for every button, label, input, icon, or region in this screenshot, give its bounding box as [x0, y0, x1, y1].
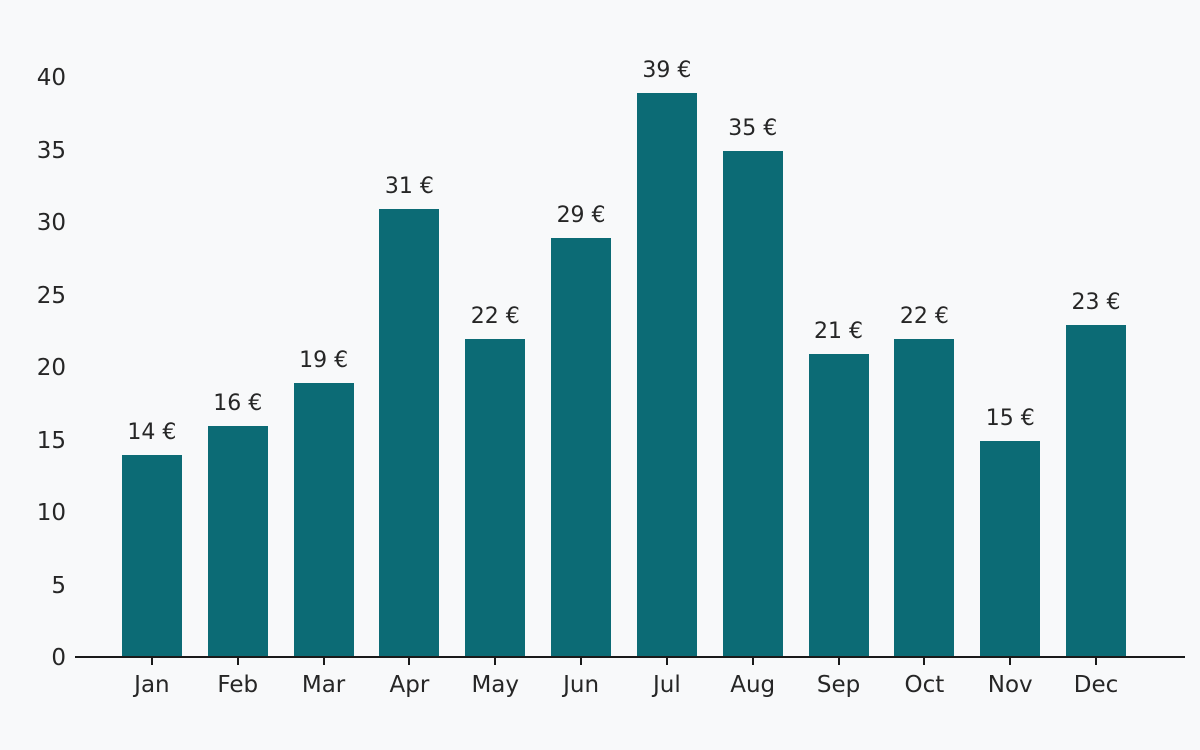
y-tick-label: 25: [36, 282, 66, 309]
x-tick-label: Jul: [653, 672, 681, 698]
x-tick-label: Mar: [301, 672, 346, 698]
bar: [980, 440, 1041, 658]
x-tick-mark: [665, 658, 668, 665]
x-tick-mark: [322, 658, 325, 665]
x-tick-mark: [837, 658, 840, 665]
x-tick-label: Nov: [987, 672, 1033, 698]
x-tick-label: Feb: [217, 672, 259, 698]
x-tick-group: Dec: [1053, 658, 1139, 699]
x-tick-label: Aug: [730, 672, 776, 698]
y-tick-label: 5: [51, 572, 66, 599]
y-tick-label: 30: [36, 210, 66, 236]
bar: [808, 353, 869, 658]
y-tick-label: 0: [51, 645, 66, 671]
bar: [722, 150, 783, 658]
bar-group: 31 €: [366, 173, 452, 658]
bar: [121, 455, 182, 658]
x-tick-label: Apr: [389, 672, 430, 698]
bar: [1066, 324, 1127, 658]
x-tick-group: Mar: [281, 658, 367, 699]
bar-value-label: 22 €: [899, 304, 949, 329]
x-tick-group: Nov: [967, 658, 1053, 699]
x-tick-group: Jan: [109, 658, 195, 699]
x-tick-group: May: [452, 658, 538, 699]
bar: [379, 208, 440, 658]
bar-group: 15 €: [967, 405, 1053, 658]
bar: [465, 339, 526, 658]
bar-value-label: 35 €: [728, 115, 778, 141]
x-tick-group: Jul: [624, 658, 710, 699]
x-tick-mark: [150, 658, 153, 665]
bar-group: 22 €: [452, 304, 538, 658]
bar-value-label: 14 €: [127, 420, 177, 445]
x-tick-group: Jun: [538, 658, 624, 699]
bar-group: 21 €: [796, 318, 882, 658]
bar-value-label: 31 €: [384, 173, 434, 199]
bar-group: 16 €: [195, 391, 281, 658]
bar-group: 19 €: [281, 347, 367, 658]
x-tick-label: May: [471, 672, 519, 698]
x-tick-group: Oct: [881, 658, 967, 699]
y-tick-label: 20: [36, 355, 66, 381]
bar-value-label: 29 €: [556, 202, 606, 228]
x-tick-mark: [408, 658, 411, 665]
x-tick-mark: [236, 658, 239, 665]
x-tick-group: Apr: [366, 658, 452, 699]
plot-area: 14 € 16 € 19 € 31 € 22 € 29 € 39 € 35 € 21 € 22 €…: [109, 58, 1139, 658]
x-tick-label: Jun: [563, 672, 600, 698]
bar-value-label: 19 €: [299, 347, 349, 373]
y-tick-label: 10: [36, 500, 66, 526]
x-tick-label: Dec: [1073, 672, 1119, 698]
x-tick-mark: [923, 658, 926, 665]
x-tick-mark: [494, 658, 497, 665]
bar-group: 39 €: [624, 57, 710, 658]
bar-value-label: 22 €: [470, 304, 520, 329]
y-tick-label: 35: [36, 137, 66, 164]
bar-value-label: 23 €: [1071, 289, 1121, 315]
x-tick-mark: [580, 658, 583, 665]
bar-group: 29 €: [538, 202, 624, 658]
bar: [551, 237, 612, 658]
y-tick-label: 40: [36, 65, 66, 91]
bar: [636, 92, 697, 658]
x-tick-mark: [751, 658, 754, 665]
bar-group: 23 €: [1053, 289, 1139, 658]
x-tick-label: Jan: [134, 672, 170, 698]
y-tick-label: 15: [36, 427, 66, 454]
x-axis-labels: Jan Feb Mar Apr May Jun Jul Aug Sep Oct Nov Dec: [109, 658, 1139, 699]
x-tick-group: Feb: [195, 658, 281, 699]
x-tick-group: Aug: [710, 658, 796, 699]
bar-value-label: 21 €: [814, 318, 864, 344]
bar: [207, 426, 268, 658]
x-tick-mark: [1009, 658, 1012, 665]
bar-value-label: 16 €: [213, 391, 263, 416]
x-tick-mark: [1095, 658, 1098, 665]
bar-group: 35 €: [710, 115, 796, 658]
bar: [894, 339, 955, 658]
bar-group: 22 €: [881, 304, 967, 658]
bar: [293, 382, 354, 658]
x-axis-line: [75, 656, 1185, 658]
bar-value-label: 39 €: [642, 57, 692, 83]
x-tick-label: Oct: [904, 672, 945, 698]
x-tick-label: Sep: [816, 672, 861, 698]
bar-value-label: 15 €: [985, 405, 1035, 431]
x-tick-group: Sep: [796, 658, 882, 699]
bar-group: 14 €: [109, 420, 195, 658]
